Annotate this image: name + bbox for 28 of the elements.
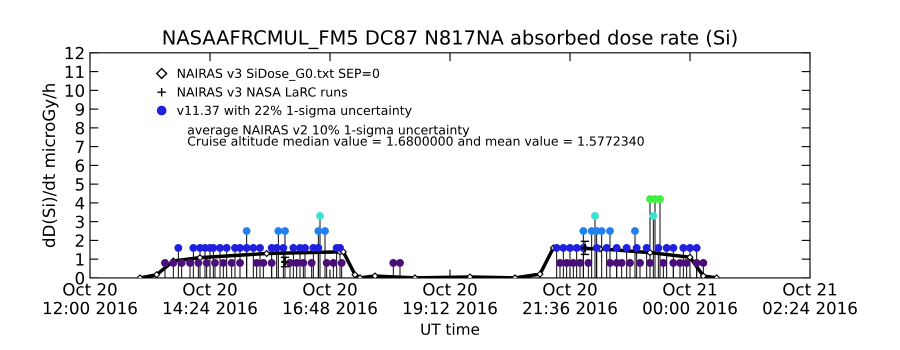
y-tick-label: 5 bbox=[76, 178, 84, 191]
x-tick-label: Oct 20 19:12 2016 bbox=[404, 283, 497, 314]
y-tick-label: 2 bbox=[76, 234, 84, 247]
y-tick-label: 11 bbox=[66, 66, 84, 78]
y-tick-label: 4 bbox=[75, 197, 84, 210]
y-tick-label: 6 bbox=[76, 159, 84, 172]
legend-label: NAIRAS v3 NASA LaRC runs bbox=[178, 87, 348, 97]
y-tick-label: 12 bbox=[66, 46, 84, 60]
y-axis-title: dD(Si)/dt microGy/h bbox=[42, 84, 58, 248]
x-axis-title: UT time bbox=[421, 323, 480, 335]
y-tick-label: 8 bbox=[76, 122, 84, 134]
legend-label: v11.37 with 22% 1-sigma uncertainty bbox=[177, 105, 412, 118]
y-tick-label: 1 bbox=[76, 253, 84, 266]
annotation: Cruise altitude median value = 1.6800000 and mean value = 1.5772340 bbox=[188, 136, 644, 146]
y-tick-label: 7 bbox=[76, 140, 84, 153]
y-tick-label: 10 bbox=[66, 84, 84, 97]
legend-label: NAIRAS v3 SiDose_G0.txt SEP=0 bbox=[178, 68, 380, 81]
annotation: average NAIRAS v2 10% 1-sigma uncertainty bbox=[188, 124, 470, 137]
x-tick-label: Oct 20 12:00 2016 bbox=[44, 283, 137, 314]
y-tick-label: 3 bbox=[76, 216, 84, 228]
x-tick-label: Oct 21 00:00 2016 bbox=[643, 283, 737, 314]
x-tick-label: Oct 20 21:36 2016 bbox=[523, 283, 617, 314]
x-tick-label: Oct 20 14:24 2016 bbox=[164, 283, 257, 314]
y-tick-label: 9 bbox=[76, 103, 84, 116]
y-tick-label: 0 bbox=[76, 272, 84, 284]
chart-title: NASAAFRCMUL_FM5 DC87 N817NA absorbed dose rate (Si) bbox=[164, 30, 737, 50]
x-tick-label: Oct 20 16:48 2016 bbox=[284, 283, 377, 314]
x-tick-label: Oct 21 02:24 2016 bbox=[763, 283, 857, 314]
